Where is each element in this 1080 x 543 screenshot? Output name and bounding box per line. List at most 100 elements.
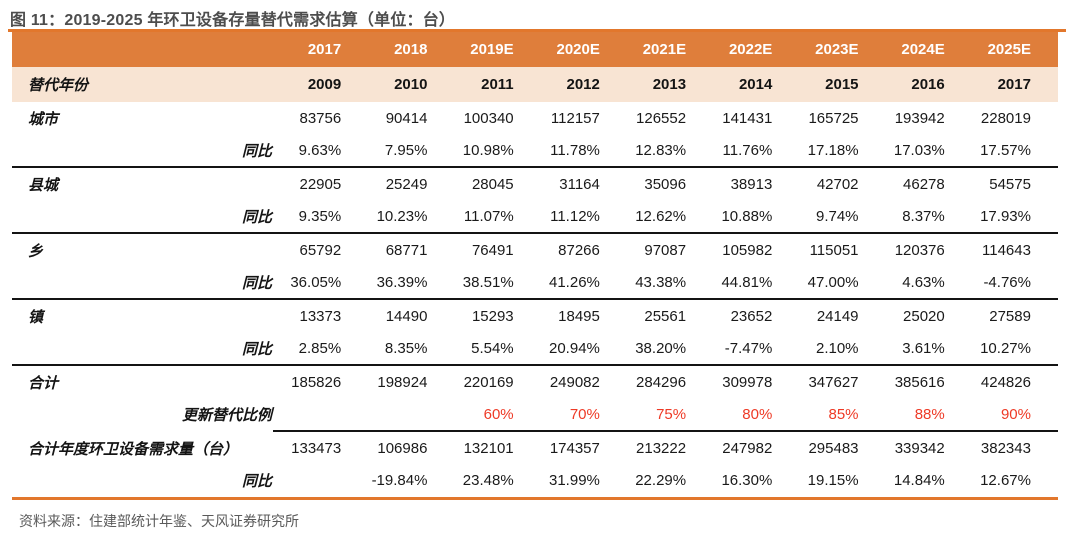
row-label: 县城	[28, 176, 59, 194]
cell: 68771	[385, 241, 428, 259]
cell: 90414	[385, 109, 428, 127]
cell: 16.30%	[721, 471, 773, 489]
cell: 309978	[722, 373, 773, 391]
cell: 8.37%	[902, 207, 945, 225]
year-col-header: 2019E	[470, 41, 514, 58]
cell: 14.84%	[893, 471, 945, 489]
replace-year-header: 2014	[738, 76, 773, 93]
cell: 11.12%	[550, 207, 600, 225]
cell: 100340	[463, 109, 514, 127]
year-col-header: 2023E	[815, 41, 859, 58]
year-col-header: 2021E	[642, 41, 687, 58]
cell: 11.07%	[463, 207, 514, 225]
row-label: 同比	[241, 142, 272, 160]
cell: 80%	[742, 405, 773, 423]
cell: 31.99%	[549, 471, 600, 489]
cell: 85%	[828, 405, 859, 423]
cell: 35096	[644, 175, 687, 193]
cell: 38913	[730, 175, 773, 193]
cell: 424826	[980, 373, 1031, 391]
row-label: 城市	[28, 110, 59, 128]
cell: 133473	[291, 439, 342, 457]
cell: 126552	[636, 109, 687, 127]
replace-year-header: 2017	[997, 76, 1031, 93]
cell: 65792	[299, 241, 342, 259]
cell: 83756	[299, 109, 342, 127]
cell: 47.00%	[807, 273, 859, 291]
cell: 17.93%	[980, 207, 1031, 225]
table-row: 县城 22905 25249 28045 31164 35096 38913 42702 462…	[12, 168, 1058, 200]
cell: 2.85%	[298, 339, 342, 357]
cell: 220169	[463, 373, 514, 391]
table-row: 合计年度环卫设备需求量（台） 133473 106986 132101 174357 21…	[12, 432, 1058, 464]
cell: 22.29%	[635, 471, 687, 489]
cell: 88%	[914, 405, 945, 423]
cell: 23.48%	[462, 471, 514, 489]
cell: 382343	[980, 439, 1031, 457]
cell: 12.83%	[635, 141, 687, 159]
cell: 90%	[1000, 405, 1031, 423]
cell: 42702	[816, 175, 859, 193]
cell: 11.78%	[550, 141, 600, 159]
cell: 70%	[569, 405, 600, 423]
cell: 41.26%	[549, 273, 600, 291]
cell: 10.98%	[462, 141, 514, 159]
replacement-demand-table: 2017 2018 2019E 2020E 2021E 2022E 2023E 2024E 20…	[12, 32, 1058, 500]
cell: 25561	[644, 307, 687, 325]
cell: 106986	[377, 439, 428, 457]
partial-section-divider	[273, 430, 1058, 432]
cell: 339342	[894, 439, 945, 457]
cell: 9.74%	[815, 207, 859, 225]
cell: 36.39%	[376, 273, 428, 291]
replace-year-header: 2016	[911, 76, 945, 93]
cell: 9.63%	[298, 141, 342, 159]
row-label: 同比	[241, 208, 272, 226]
cell: 12.62%	[635, 207, 687, 225]
cell: 14490	[385, 307, 428, 325]
cell: 17.57%	[980, 141, 1031, 159]
row-label: 合计年度环卫设备需求量（台）	[28, 440, 239, 458]
row-label: 更新替代比例	[181, 406, 272, 424]
cell: 185826	[291, 373, 342, 391]
cell: 13373	[299, 307, 342, 325]
cell: 11.76%	[722, 141, 773, 159]
cell: 31164	[559, 175, 600, 193]
cell: 54575	[989, 175, 1031, 193]
row-label: 乡	[28, 242, 44, 260]
cell: 23652	[730, 307, 773, 325]
cell: 10.23%	[376, 207, 428, 225]
cell: 213222	[636, 439, 687, 457]
table-bottom-rule	[12, 497, 1058, 500]
cell: 141431	[722, 109, 773, 127]
cell: 60%	[483, 405, 514, 423]
section-divider	[12, 166, 1058, 168]
cell: 25249	[385, 175, 428, 193]
cell: 20.94%	[549, 339, 600, 357]
cell: 24149	[816, 307, 859, 325]
cell: 36.05%	[290, 273, 342, 291]
cell: 75%	[656, 405, 687, 423]
table-row: 同比 9.35% 10.23% 11.07% 11.12% 12.62% 10.88% 9.7…	[12, 200, 1058, 232]
replace-year-header: 2011	[481, 76, 514, 93]
replace-years-label: 替代年份	[28, 77, 89, 94]
cell: -7.47%	[724, 339, 773, 357]
cell: 97087	[644, 241, 687, 259]
cell: 76491	[471, 241, 514, 259]
row-label: 镇	[28, 308, 44, 326]
cell: 8.35%	[384, 339, 428, 357]
table-row: 同比 9.63% 7.95% 10.98% 11.78% 12.83% 11.76% 17.1…	[12, 134, 1058, 166]
cell: -19.84%	[371, 471, 428, 489]
cell: 10.27%	[980, 339, 1031, 357]
table-row: 合计 185826 198924 220169 249082 284296 309978 34…	[12, 366, 1058, 398]
cell: 3.61%	[902, 339, 945, 357]
cell: 284296	[636, 373, 687, 391]
cell: 112157	[550, 109, 600, 127]
cell: 295483	[808, 439, 859, 457]
cell: 17.18%	[807, 141, 859, 159]
table-row: 城市 83756 90414 100340 112157 126552 141431 1657…	[12, 102, 1058, 134]
cell: 115051	[809, 241, 859, 259]
cell: 10.88%	[721, 207, 773, 225]
year-col-header: 2018	[394, 41, 428, 58]
cell: 132101	[463, 439, 514, 457]
cell: 12.67%	[980, 471, 1031, 489]
